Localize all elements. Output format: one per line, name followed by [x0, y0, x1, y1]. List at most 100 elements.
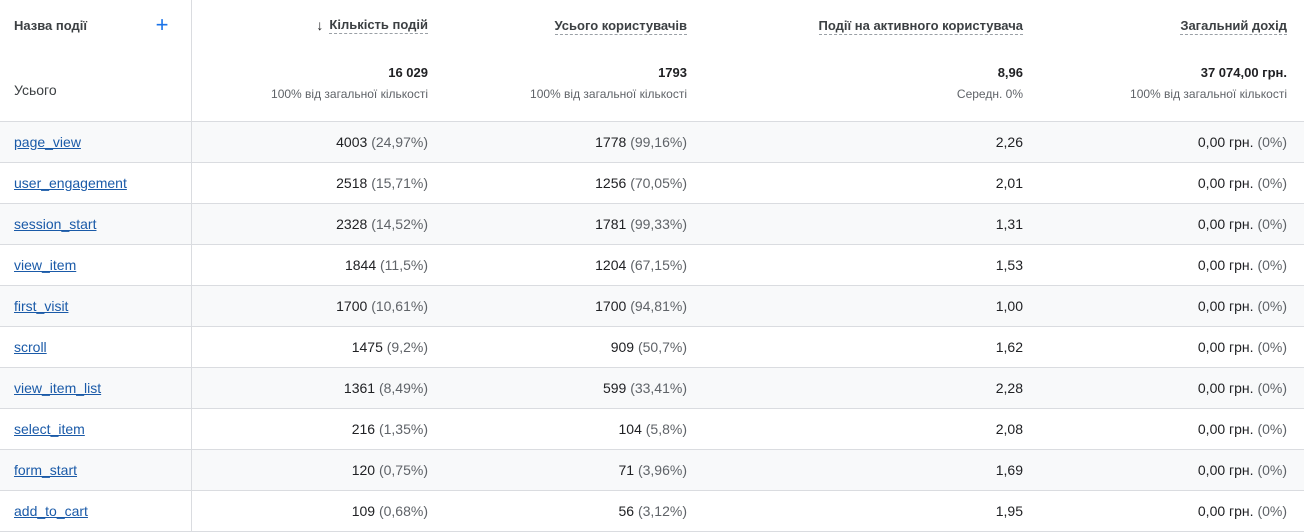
total-revenue-cell: 0,00 грн. (0%) — [1040, 449, 1304, 491]
column-header-label[interactable]: Усього користувачів — [554, 17, 687, 35]
event-count-value: 2328 — [336, 216, 368, 232]
events-per-user-cell: 2,01 — [704, 162, 1040, 204]
total-revenue-percent: (0%) — [1257, 380, 1287, 396]
total-users-percent: (94,81%) — [630, 298, 687, 314]
events-per-user-value: 1,95 — [995, 503, 1023, 519]
total-users-cell: 71 (3,96%) — [445, 449, 704, 491]
total-users-percent: (70,05%) — [630, 175, 687, 191]
total-users-value: 104 — [618, 421, 642, 437]
total-users-percent: (67,15%) — [630, 257, 687, 273]
events-per-user-cell: 1,31 — [704, 203, 1040, 245]
total-users-percent: (3,96%) — [637, 462, 687, 478]
event-name-cell: select_item — [0, 408, 192, 450]
total-revenue-value: 0,00 грн. — [1197, 257, 1254, 273]
events-per-user-cell: 1,53 — [704, 244, 1040, 286]
event-name-link[interactable]: user_engagement — [14, 175, 127, 191]
total-revenue-cell: 0,00 грн. (0%) — [1040, 408, 1304, 450]
event-count-value: 120 — [351, 462, 376, 478]
event-name-cell: page_view — [0, 121, 192, 163]
total-revenue-value: 0,00 грн. — [1197, 216, 1254, 232]
total-revenue-percent: (0%) — [1257, 462, 1287, 478]
total-users-value: 909 — [610, 339, 635, 355]
total-revenue-percent: (0%) — [1257, 134, 1287, 150]
totals-value: 8,96 — [997, 65, 1023, 80]
total-revenue-value: 0,00 грн. — [1197, 462, 1254, 478]
event-name-cell: user_engagement — [0, 162, 192, 204]
total-users-percent: (33,41%) — [630, 380, 687, 396]
event-count-percent: (14,52%) — [371, 216, 428, 232]
event-name-link[interactable]: first_visit — [14, 298, 69, 314]
total-revenue-percent: (0%) — [1257, 175, 1287, 191]
event-name-link[interactable]: scroll — [14, 339, 47, 355]
events-per-user-value: 2,01 — [995, 175, 1023, 191]
total-users-cell: 1700 (94,81%) — [445, 285, 704, 327]
event-name-link[interactable]: add_to_cart — [14, 503, 88, 519]
column-header-events-per-user[interactable]: Події на активного користувача — [704, 0, 1040, 50]
total-revenue-percent: (0%) — [1257, 216, 1287, 232]
events-per-user-value: 2,08 — [995, 421, 1023, 437]
total-users-value: 1781 — [595, 216, 627, 232]
total-users-cell: 1256 (70,05%) — [445, 162, 704, 204]
column-header-label[interactable]: Події на активного користувача — [818, 17, 1023, 35]
event-count-percent: (0,68%) — [378, 503, 428, 519]
total-users-cell: 1781 (99,33%) — [445, 203, 704, 245]
totals-cell: 8,96 Середн. 0% — [704, 50, 1040, 122]
total-users-value: 1778 — [595, 134, 627, 150]
event-count-cell: 4003 (24,97%) — [191, 121, 445, 163]
event-count-cell: 216 (1,35%) — [191, 408, 445, 450]
total-revenue-value: 0,00 грн. — [1197, 421, 1254, 437]
total-revenue-percent: (0%) — [1257, 298, 1287, 314]
arrow-down-icon[interactable]: ↓ — [316, 17, 324, 33]
total-users-cell: 599 (33,41%) — [445, 367, 704, 409]
table-row: view_item_list 1361 (8,49%) 599 (33,41%) 2,… — [0, 367, 1304, 409]
total-users-cell: 909 (50,7%) — [445, 326, 704, 368]
total-revenue-value: 0,00 грн. — [1197, 339, 1254, 355]
total-revenue-cell: 0,00 грн. (0%) — [1040, 162, 1304, 204]
event-count-value: 1361 — [343, 380, 376, 396]
total-users-value: 71 — [618, 462, 635, 478]
table-row: first_visit 1700 (10,61%) 1700 (94,81%) 1,0… — [0, 285, 1304, 327]
totals-row: Усього 16 029 100% від загальної кількос… — [0, 50, 1304, 122]
column-header-total-revenue[interactable]: Загальний дохід — [1040, 0, 1304, 50]
totals-cell: 1793 100% від загальної кількості — [445, 50, 704, 122]
event-count-value: 216 — [351, 421, 376, 437]
total-revenue-value: 0,00 грн. — [1197, 298, 1254, 314]
column-header-event-count[interactable]: ↓ Кількість подій — [191, 0, 445, 50]
event-count-percent: (1,35%) — [378, 421, 428, 437]
event-count-cell: 109 (0,68%) — [191, 490, 445, 532]
event-name-cell: session_start — [0, 203, 192, 245]
event-count-percent: (0,75%) — [378, 462, 428, 478]
event-name-link[interactable]: session_start — [14, 216, 97, 232]
event-name-header-label: Назва події — [14, 17, 88, 33]
column-header-total-users[interactable]: Усього користувачів — [445, 0, 704, 50]
event-name-link[interactable]: select_item — [14, 421, 85, 437]
column-header-label[interactable]: Кількість подій — [329, 17, 428, 34]
events-per-user-cell: 1,00 — [704, 285, 1040, 327]
event-count-value: 1844 — [344, 257, 377, 273]
total-users-cell: 1778 (99,16%) — [445, 121, 704, 163]
table-row: select_item 216 (1,35%) 104 (5,8%) 2,08 0,00… — [0, 408, 1304, 450]
event-name-link[interactable]: view_item_list — [14, 380, 102, 396]
event-count-value: 1700 — [336, 298, 368, 314]
table-row: add_to_cart 109 (0,68%) 56 (3,12%) 1,95 0,00… — [0, 490, 1304, 532]
column-header-label[interactable]: Загальний дохід — [1180, 17, 1287, 35]
event-name-link[interactable]: view_item — [14, 257, 77, 273]
totals-subtext: 100% від загальної кількості — [530, 87, 687, 101]
event-count-value: 109 — [351, 503, 376, 519]
events-per-user-value: 2,28 — [995, 380, 1023, 396]
event-name-link[interactable]: page_view — [14, 134, 81, 150]
table-row: form_start 120 (0,75%) 71 (3,96%) 1,69 0,00 … — [0, 449, 1304, 491]
total-revenue-percent: (0%) — [1257, 257, 1287, 273]
event-name-header: Назва події + — [0, 0, 192, 50]
totals-subtext: Середн. 0% — [956, 87, 1023, 101]
total-revenue-percent: (0%) — [1257, 503, 1287, 519]
plus-icon[interactable]: + — [155, 12, 169, 37]
table-row: page_view 4003 (24,97%) 1778 (99,16%) 2,26 0… — [0, 121, 1304, 163]
event-count-cell: 1475 (9,2%) — [191, 326, 445, 368]
event-name-link[interactable]: form_start — [14, 462, 78, 478]
total-revenue-cell: 0,00 грн. (0%) — [1040, 490, 1304, 532]
total-revenue-value: 0,00 грн. — [1197, 380, 1254, 396]
events-per-user-value: 1,00 — [995, 298, 1023, 314]
total-revenue-value: 0,00 грн. — [1197, 175, 1254, 191]
